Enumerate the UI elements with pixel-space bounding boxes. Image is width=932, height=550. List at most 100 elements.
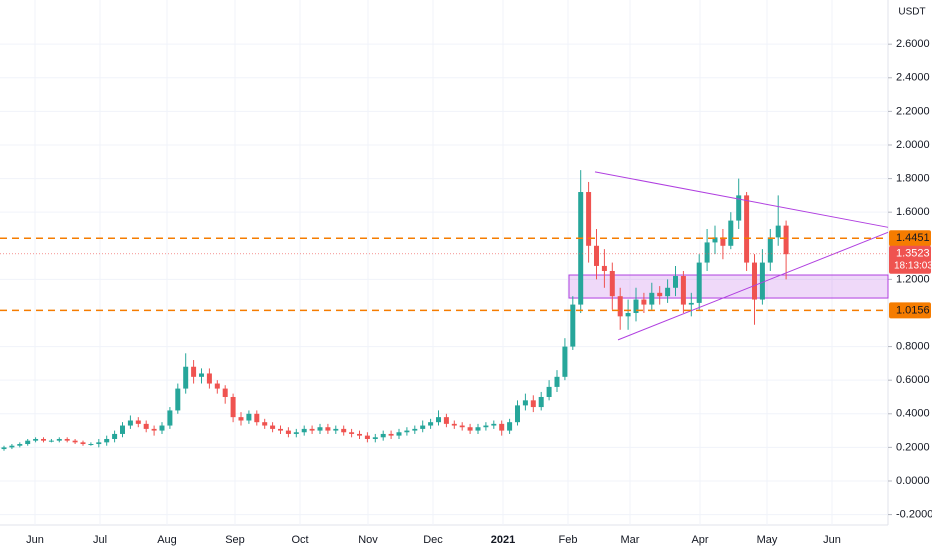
candle-body — [364, 435, 370, 439]
candle-body — [546, 386, 552, 397]
candle-body — [412, 428, 418, 431]
candle-body — [617, 296, 623, 317]
grid — [0, 0, 888, 525]
x-tick-label: Aug — [157, 534, 177, 546]
candle-body — [673, 276, 678, 288]
x-tick-label: Dec — [423, 534, 443, 546]
candle-body — [752, 262, 757, 300]
candle-body — [206, 373, 212, 384]
candle-body — [570, 304, 576, 347]
currency-label: USDT — [898, 7, 925, 18]
candle-body — [262, 422, 268, 426]
candle-body — [183, 366, 189, 389]
candle-body — [191, 366, 197, 377]
candle-body — [325, 427, 331, 431]
x-tick-label: Nov — [358, 534, 378, 546]
candle-body — [33, 438, 39, 441]
y-tick-label: 1.6000 — [896, 206, 930, 218]
candle-body — [317, 427, 323, 431]
candle-body — [25, 440, 31, 445]
zone — [568, 274, 889, 299]
y-tick-label: 0.8000 — [896, 340, 930, 352]
candle-body — [222, 388, 228, 397]
y-tick-label: 2.6000 — [896, 38, 930, 50]
level-label-box — [889, 230, 931, 247]
candle-body — [254, 413, 260, 423]
candle-body — [88, 444, 94, 446]
candle-body — [633, 299, 639, 313]
candle-body — [515, 405, 520, 423]
candle-body — [586, 192, 592, 246]
y-tick-label: 2.4000 — [896, 72, 930, 84]
candle-body — [270, 425, 276, 429]
candle-body — [712, 237, 718, 243]
candle-body — [451, 423, 457, 426]
x-tick-label: May — [757, 534, 778, 546]
candle-body — [112, 433, 118, 439]
trendline — [617, 231, 889, 341]
candle-body — [467, 427, 473, 431]
candle-body — [728, 220, 734, 246]
candle-body — [9, 445, 15, 448]
candle-body — [230, 396, 236, 418]
candle-body — [641, 299, 647, 305]
candle-body — [554, 376, 560, 387]
x-tick-label: Oct — [291, 534, 308, 546]
candle-body — [135, 420, 141, 424]
level-label: 1.4451 — [896, 232, 930, 244]
y-tick-label: 2.2000 — [896, 105, 930, 117]
y-tick-label: -0.2000 — [896, 508, 932, 520]
candle-body — [56, 438, 62, 441]
candle-body — [420, 425, 426, 429]
candle-body — [507, 422, 513, 431]
candle-body — [522, 400, 528, 406]
candle-body — [333, 428, 339, 431]
candle-body — [48, 440, 54, 442]
candle-body — [357, 433, 362, 436]
candle-body — [167, 410, 173, 426]
last-price-box — [889, 245, 931, 274]
y-tick-label: 0.4000 — [896, 408, 930, 420]
candle-body — [720, 237, 726, 246]
candle-body — [349, 432, 355, 434]
level-label-box — [889, 302, 931, 319]
x-tick-label: Apr — [691, 534, 708, 546]
candle-body — [372, 437, 378, 439]
candle-body — [578, 192, 584, 305]
candle-body — [657, 292, 663, 297]
candle-body — [120, 425, 125, 434]
candle-body — [80, 442, 86, 445]
candle-body — [601, 265, 607, 271]
x-tick-label: Jun — [823, 534, 841, 546]
candle-body — [1, 447, 7, 450]
candle-body — [443, 417, 449, 424]
candle-body — [436, 417, 441, 423]
y-tick-label: 1.8000 — [896, 172, 930, 184]
x-tick-label: Mar — [621, 534, 640, 546]
x-tick-label: 2021 — [491, 534, 515, 546]
candle-body — [293, 432, 299, 434]
candle-body — [127, 420, 133, 426]
candle-body — [199, 373, 204, 377]
candle-body — [64, 438, 70, 441]
candle-body — [301, 428, 307, 433]
candle-body — [680, 276, 686, 305]
y-tick-label: 1.2000 — [896, 273, 930, 285]
candle-body — [736, 195, 742, 221]
candle-body — [783, 225, 789, 255]
candle-body — [609, 270, 615, 297]
candle-body — [759, 262, 765, 300]
x-tick-label: Jul — [93, 534, 107, 546]
candle-body — [143, 423, 149, 429]
trendline — [594, 171, 889, 228]
candle-body — [665, 287, 671, 297]
candle-body — [459, 425, 465, 428]
candle-body — [767, 237, 773, 263]
candle-body — [475, 427, 481, 431]
candle-body — [341, 428, 347, 433]
candle-body — [775, 225, 781, 238]
candle-body — [72, 440, 78, 443]
candle-body — [562, 346, 568, 377]
candle-body — [41, 438, 46, 441]
candle-body — [175, 388, 181, 411]
